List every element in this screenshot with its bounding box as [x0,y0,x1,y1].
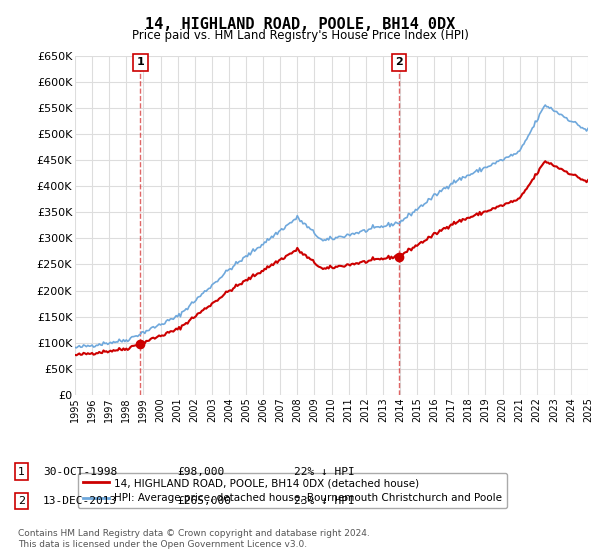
Text: 2: 2 [18,496,25,506]
Text: Price paid vs. HM Land Registry's House Price Index (HPI): Price paid vs. HM Land Registry's House … [131,29,469,42]
Text: Contains HM Land Registry data © Crown copyright and database right 2024.
This d: Contains HM Land Registry data © Crown c… [18,529,370,549]
Text: 23% ↓ HPI: 23% ↓ HPI [294,496,355,506]
Text: 30-OCT-1998: 30-OCT-1998 [43,466,118,477]
Text: £98,000: £98,000 [177,466,224,477]
Text: 2: 2 [395,57,403,67]
Text: £265,000: £265,000 [177,496,231,506]
Legend: 14, HIGHLAND ROAD, POOLE, BH14 0DX (detached house), HPI: Average price, detache: 14, HIGHLAND ROAD, POOLE, BH14 0DX (deta… [77,473,508,508]
Text: 1: 1 [18,466,25,477]
Text: 1: 1 [137,57,145,67]
Text: 13-DEC-2013: 13-DEC-2013 [43,496,118,506]
Text: 14, HIGHLAND ROAD, POOLE, BH14 0DX: 14, HIGHLAND ROAD, POOLE, BH14 0DX [145,17,455,32]
Text: 22% ↓ HPI: 22% ↓ HPI [294,466,355,477]
